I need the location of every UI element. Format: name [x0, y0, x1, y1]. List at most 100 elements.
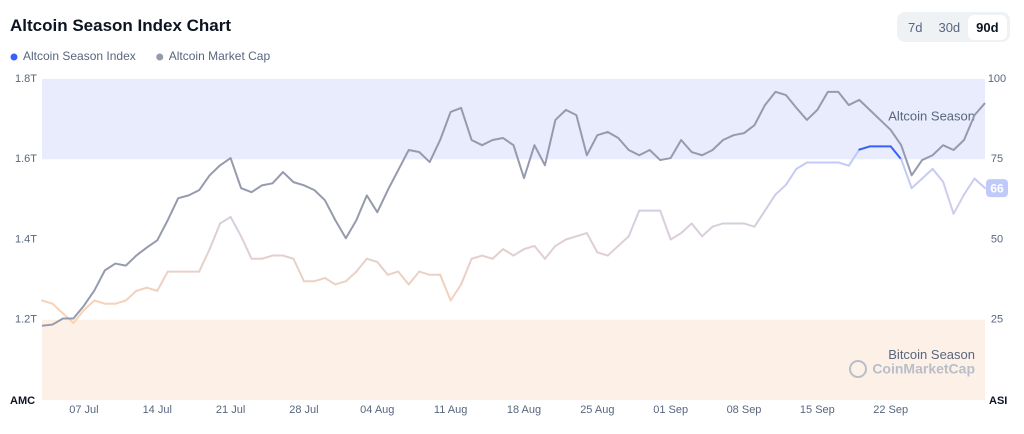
index-line-segment	[460, 257, 473, 286]
index-line-segment	[376, 260, 389, 276]
legend-label: Altcoin Market Cap	[169, 49, 271, 63]
index-line-segment	[407, 270, 421, 286]
y-tick-label: 1.6T	[15, 153, 37, 165]
index-line-segment	[51, 302, 64, 315]
index-line-segment	[921, 167, 934, 180]
index-line-segment	[72, 309, 85, 324]
band-label: Bitcoin Season	[888, 347, 975, 362]
index-line-segment	[942, 180, 955, 215]
y2-tick-label: 75	[991, 153, 1003, 165]
index-line-segment	[564, 235, 578, 241]
range-button[interactable]: 7d	[908, 19, 923, 35]
index-line-segment	[93, 299, 106, 305]
x-tick-label: 11 Aug	[434, 404, 467, 416]
x-tick-label: 14 Jul	[143, 404, 172, 416]
index-line-segment	[481, 254, 494, 260]
index-line-segment	[240, 235, 253, 260]
watermark-logo	[849, 360, 867, 378]
index-line-segment	[763, 193, 777, 212]
y-axis-label: AMC	[10, 395, 35, 407]
y-tick-label: 1.8T	[15, 73, 37, 85]
index-line-segment	[701, 225, 714, 238]
index-line-segment	[554, 238, 567, 247]
index-line-segment	[82, 299, 96, 312]
index-line-segment	[575, 232, 588, 238]
index-line-segment	[219, 216, 232, 225]
index-line-segment	[627, 209, 641, 238]
index-line-segment	[292, 257, 305, 283]
index-line-segment	[41, 299, 54, 305]
index-line-segment	[261, 254, 274, 260]
index-line-segment	[156, 270, 169, 292]
index-line-segment	[743, 222, 756, 228]
index-line-segment	[386, 270, 400, 276]
index-line-segment	[334, 280, 347, 286]
index-line-segment	[145, 286, 159, 292]
y-tick-label: 1.2T	[15, 314, 37, 326]
season-band	[42, 319, 985, 400]
index-line-segment	[973, 177, 986, 190]
index-line-segment	[512, 248, 525, 257]
index-line-segment	[418, 270, 431, 276]
index-line-segment	[837, 161, 850, 167]
index-line-segment	[889, 145, 903, 161]
index-line-segment	[795, 161, 808, 170]
legend-marker	[156, 53, 164, 61]
index-line-segment	[502, 248, 515, 257]
index-line-segment	[963, 177, 976, 196]
index-line-segment	[114, 299, 127, 305]
index-line-segment	[135, 286, 148, 292]
index-line-segment	[313, 277, 326, 283]
index-line-segment	[229, 216, 243, 238]
y-tick-label: 1.4T	[15, 233, 37, 245]
index-line-segment	[952, 193, 966, 215]
index-line-segment	[470, 254, 484, 260]
index-line-segment	[617, 235, 630, 247]
index-line-segment	[585, 232, 599, 254]
index-line-segment	[858, 145, 871, 151]
range-button[interactable]: 90d	[968, 14, 1007, 40]
current-value-badge	[986, 179, 1008, 198]
y2-tick-label: 100	[988, 73, 1006, 85]
range-switch: 7d 30d 90d	[897, 12, 1010, 42]
current-value: 66	[990, 181, 1004, 195]
chart-title: Altcoin Season Index Chart	[10, 16, 232, 35]
x-tick-label: 25 Aug	[580, 404, 614, 416]
watermark: CoinMarketCap	[872, 361, 975, 377]
index-line-segment	[784, 167, 798, 186]
index-line-segment	[522, 244, 536, 251]
x-tick-label: 01 Sep	[653, 404, 688, 416]
x-tick-label: 18 Aug	[507, 404, 541, 416]
index-line-segment	[533, 244, 546, 260]
index-line-segment	[323, 277, 337, 286]
legend-marker	[10, 53, 18, 61]
y2-tick-label: 25	[991, 314, 1003, 326]
index-line-segment	[900, 158, 913, 190]
index-line-segment	[596, 251, 609, 257]
index-line-segment	[543, 244, 557, 260]
index-line-segment	[910, 177, 924, 190]
x-tick-label: 28 Jul	[289, 404, 318, 416]
x-tick-label: 04 Aug	[360, 404, 394, 416]
range-button[interactable]: 30d	[938, 19, 961, 35]
x-tick-label: 08 Sep	[727, 404, 762, 416]
index-line-segment	[606, 244, 620, 257]
index-line-segment	[208, 222, 222, 251]
index-line-segment	[355, 257, 368, 273]
index-line-segment	[753, 209, 766, 228]
index-line-segment	[931, 167, 945, 183]
index-line-segment	[439, 273, 452, 302]
index-line-segment	[711, 222, 725, 228]
index-line-segment	[124, 289, 138, 302]
index-line-segment	[690, 222, 704, 238]
y2-tick-label: 50	[991, 233, 1003, 245]
index-line-segment	[491, 248, 505, 260]
band-label: Altcoin Season	[888, 108, 975, 123]
index-line-segment	[847, 148, 861, 167]
index-line-segment	[680, 222, 693, 235]
index-line-segment	[397, 270, 410, 286]
index-line-segment	[281, 254, 295, 260]
x-tick-label: 22 Sep	[873, 404, 908, 416]
